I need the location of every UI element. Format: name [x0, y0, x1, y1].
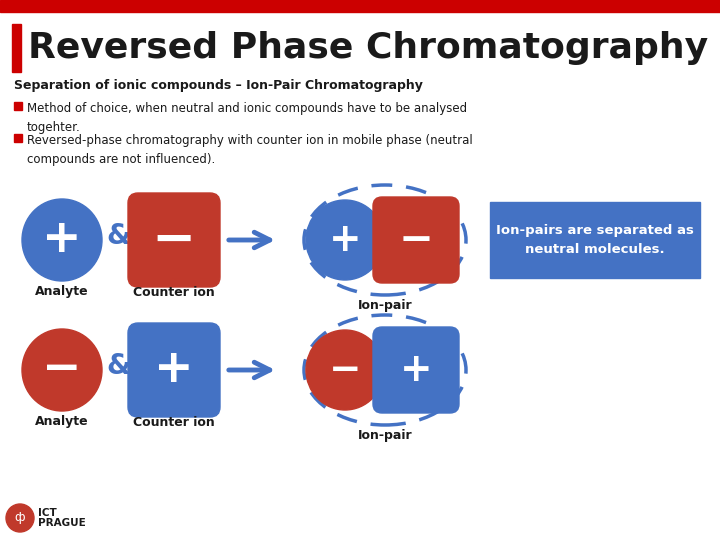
Text: Counter ion: Counter ion — [133, 286, 215, 299]
Bar — [12, 24, 21, 72]
Text: −: − — [329, 351, 361, 389]
Circle shape — [6, 504, 34, 532]
Bar — [14, 134, 22, 142]
Text: +: + — [400, 351, 432, 389]
Text: +: + — [329, 221, 361, 259]
Text: Ion-pairs are separated as
neutral molecules.: Ion-pairs are separated as neutral molec… — [496, 224, 694, 256]
Text: −: − — [42, 348, 82, 393]
Text: +: + — [42, 218, 82, 262]
Text: Ion-pair: Ion-pair — [358, 429, 413, 442]
Text: ICT: ICT — [38, 508, 57, 518]
Text: −: − — [399, 219, 433, 261]
FancyBboxPatch shape — [373, 197, 459, 283]
Text: Reversed-phase chromatography with counter ion in mobile phase (neutral
compound: Reversed-phase chromatography with count… — [27, 134, 473, 166]
FancyBboxPatch shape — [373, 327, 459, 413]
Ellipse shape — [306, 200, 384, 280]
FancyBboxPatch shape — [490, 202, 700, 278]
Text: &: & — [106, 222, 130, 250]
Text: Reversed Phase Chromatography: Reversed Phase Chromatography — [28, 31, 708, 65]
Text: &: & — [106, 352, 130, 380]
Bar — [0, 0, 720, 12]
Text: Analyte: Analyte — [35, 415, 89, 429]
Ellipse shape — [22, 329, 102, 411]
Bar — [14, 102, 22, 110]
Text: Method of choice, when neutral and ionic compounds have to be analysed
togehter.: Method of choice, when neutral and ionic… — [27, 102, 467, 134]
Text: Separation of ionic compounds – Ion-Pair Chromatography: Separation of ionic compounds – Ion-Pair… — [14, 78, 423, 91]
FancyBboxPatch shape — [128, 323, 220, 417]
Text: +: + — [154, 348, 194, 393]
Text: PRAGUE: PRAGUE — [38, 518, 86, 528]
Text: Ion-pair: Ion-pair — [358, 299, 413, 312]
FancyBboxPatch shape — [128, 193, 220, 287]
Text: Analyte: Analyte — [35, 286, 89, 299]
Text: ф: ф — [14, 511, 25, 524]
Ellipse shape — [306, 330, 384, 410]
Ellipse shape — [22, 199, 102, 281]
Text: −: − — [152, 214, 196, 266]
Text: Counter ion: Counter ion — [133, 415, 215, 429]
FancyBboxPatch shape — [10, 507, 30, 529]
